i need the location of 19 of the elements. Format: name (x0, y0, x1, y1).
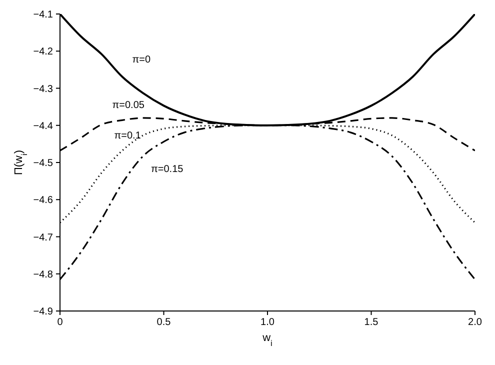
x-tick-label: 0 (57, 317, 64, 328)
y-tick-label: −4.8 (33, 269, 54, 280)
y-tick-label: −4.7 (33, 232, 54, 244)
x-tick-label: 1.5 (364, 317, 379, 328)
series-label: π=0.1 (114, 130, 142, 142)
y-tick-label: −4.3 (33, 84, 54, 95)
y-tick-label: −4.6 (33, 195, 54, 206)
series-label: π=0.15 (151, 164, 184, 176)
y-tick-label: −4.4 (33, 120, 54, 132)
series-label: π=0.05 (112, 100, 145, 112)
series-label: π=0 (132, 54, 151, 66)
y-tick-label: −4.5 (33, 158, 54, 170)
x-axis-title: w$_{i}$ (262, 332, 273, 348)
x-tick-label: 0.5 (156, 317, 172, 328)
y-tick-label: −4.2 (33, 46, 54, 58)
y-tick-label: −4.9 (33, 306, 54, 318)
y-tick-label: −4.1 (33, 10, 54, 21)
x-tick-label: 1.0 (260, 317, 275, 328)
x-tick-label: 2.0 (468, 317, 482, 328)
